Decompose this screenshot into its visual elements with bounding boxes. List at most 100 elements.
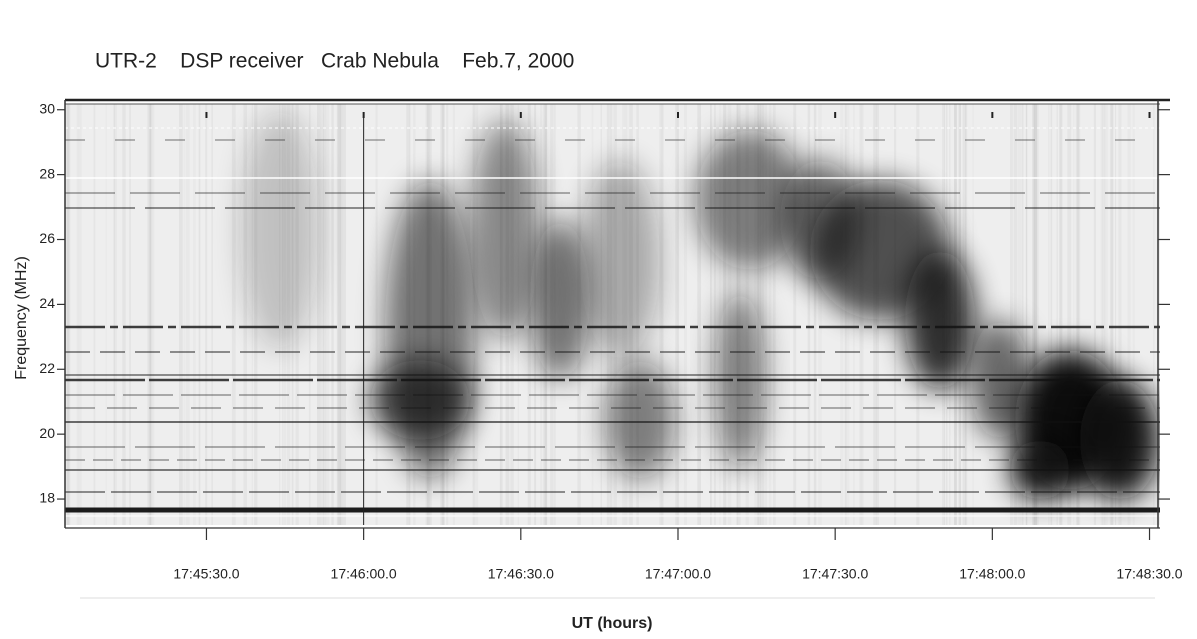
x-tick-label: 17:47:30.0: [802, 566, 868, 582]
streak: [122, 104, 126, 525]
streak: [325, 104, 330, 525]
streak: [1025, 104, 1028, 525]
streak: [149, 104, 152, 525]
streak: [757, 104, 762, 525]
streak: [762, 104, 767, 525]
streak: [1132, 104, 1135, 525]
streak: [1102, 104, 1106, 525]
streak: [1075, 104, 1079, 525]
streak: [150, 104, 155, 525]
emission-blob: [605, 360, 675, 480]
x-tick-label: 17:48:30.0: [1116, 566, 1182, 582]
streak: [205, 104, 208, 525]
streak: [807, 104, 811, 525]
streak: [1060, 104, 1062, 525]
streak: [1114, 104, 1117, 525]
y-tick-label: 22: [39, 360, 55, 376]
streak: [840, 104, 844, 525]
y-axis-label: Frequency (MHz): [13, 256, 30, 380]
streak: [1103, 104, 1108, 525]
streak: [675, 104, 679, 525]
streak: [1017, 104, 1022, 525]
emission-blob: [1080, 380, 1160, 500]
x-tick-label: 17:46:00.0: [331, 566, 397, 582]
streak: [192, 104, 196, 525]
streak: [1118, 104, 1122, 525]
streak: [1109, 104, 1114, 525]
streak: [198, 104, 200, 525]
streak: [76, 104, 79, 525]
streak: [1073, 104, 1075, 525]
streak: [1032, 104, 1036, 525]
emission-blob: [695, 130, 805, 270]
streak: [765, 104, 768, 525]
streak: [760, 104, 764, 525]
streak: [342, 104, 346, 525]
streak: [323, 104, 327, 525]
streak: [659, 104, 663, 525]
streak: [113, 104, 117, 525]
y-tick-label: 26: [39, 230, 55, 246]
chart-title: UTR-2 DSP receiver Crab Nebula Feb.7, 20…: [95, 50, 574, 73]
streak: [1076, 104, 1081, 525]
streak: [231, 104, 236, 525]
emission-blob: [370, 360, 470, 440]
streak: [527, 104, 531, 525]
spectrogram-texture: [65, 104, 1160, 525]
streak: [1127, 104, 1131, 525]
streak: [1059, 104, 1063, 525]
streak: [1050, 104, 1053, 525]
streak: [105, 104, 107, 525]
streak: [1013, 104, 1017, 525]
streak: [714, 104, 716, 525]
streak: [677, 104, 679, 525]
streak: [147, 104, 151, 525]
x-axis-label: UT (hours): [572, 615, 653, 632]
streak: [198, 104, 201, 525]
streak: [66, 104, 71, 525]
x-tick-label: 17:48:00.0: [959, 566, 1025, 582]
streak: [336, 104, 340, 525]
streak: [1058, 104, 1063, 525]
streak: [813, 104, 817, 525]
streak: [185, 104, 190, 525]
streak: [183, 104, 185, 525]
streak: [339, 104, 342, 525]
streak: [697, 104, 702, 525]
emission-blob: [530, 220, 590, 380]
streak: [844, 104, 847, 525]
streak: [1025, 104, 1028, 525]
streak: [768, 104, 772, 525]
x-tick-label: 17:46:30.0: [488, 566, 554, 582]
streak: [1100, 104, 1104, 525]
streak: [113, 104, 115, 525]
streak: [77, 104, 82, 525]
streak: [1067, 104, 1072, 525]
emission-blob: [240, 110, 320, 350]
streak: [150, 104, 153, 525]
streak: [179, 104, 183, 525]
streak: [1033, 104, 1038, 525]
streak: [320, 104, 325, 525]
y-tick-label: 20: [39, 425, 55, 441]
streak: [93, 104, 96, 525]
emission-blob: [580, 160, 660, 360]
streak: [211, 104, 213, 525]
y-tick-label: 28: [39, 165, 55, 181]
streak: [793, 104, 797, 525]
x-tick-label: 17:47:00.0: [645, 566, 711, 582]
streak: [710, 104, 712, 525]
streak: [1153, 104, 1155, 525]
streak: [1110, 104, 1114, 525]
streak: [308, 104, 311, 525]
streak: [1009, 104, 1013, 525]
streak: [1021, 104, 1024, 525]
streak: [1033, 104, 1038, 525]
streak: [339, 104, 343, 525]
emission-blob: [905, 250, 975, 390]
streak: [1056, 104, 1058, 525]
y-tick-label: 24: [39, 295, 55, 311]
streak: [474, 104, 479, 525]
streak: [846, 104, 850, 525]
y-tick-label: 30: [39, 100, 55, 116]
